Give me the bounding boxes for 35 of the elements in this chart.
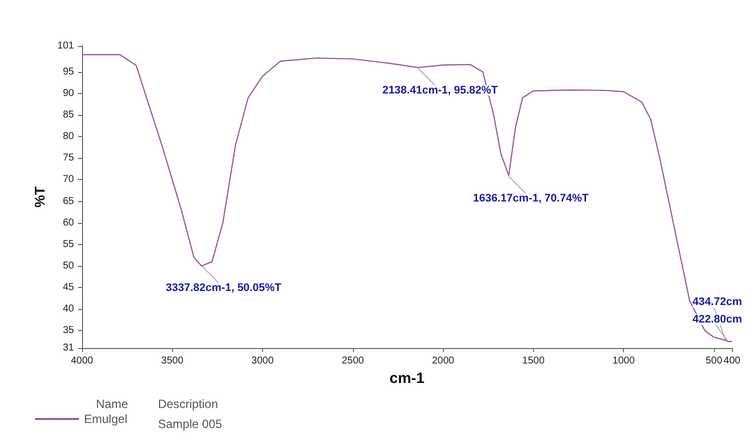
x-tick-label: 400 — [724, 356, 741, 366]
x-tick-label: 2000 — [432, 356, 455, 366]
x-tick-label: 500 — [706, 356, 723, 366]
text: Sample 005 — [158, 417, 222, 431]
y-tick-label: 65 — [62, 196, 74, 207]
y-tick-label: 50 — [62, 260, 74, 272]
y-tick-label: 95 — [62, 66, 74, 78]
text: Name — [96, 397, 128, 411]
y-tick-label: 85 — [62, 110, 74, 121]
annotation: 3337.82cm-1, 50.05%T — [166, 282, 282, 294]
annotation: 1636.17cm-1, 70.74%T — [473, 192, 589, 205]
x-tick-label: 2500 — [342, 356, 364, 366]
x-axis-title: cm-1 — [389, 370, 425, 387]
y-tick-label: 40 — [62, 304, 74, 315]
y-tick-label: 35 — [62, 325, 74, 336]
y-tick-label: 80 — [62, 131, 74, 142]
x-tick-label: 1000 — [612, 356, 636, 366]
y-tick-label: 60 — [62, 217, 74, 228]
x-tick-label: 3000 — [251, 356, 274, 366]
annotation: 2138.41cm-1, 95.82%T — [382, 84, 498, 96]
y-axis-title: %T — [31, 186, 48, 208]
x-tick-label: 1500 — [522, 356, 545, 366]
y-tick-label: 101 — [57, 40, 74, 52]
x-tick-label: 4000 — [70, 356, 94, 366]
annotation: 422.80cm — [692, 314, 742, 326]
text: Description — [158, 397, 218, 411]
y-tick-label: 75 — [62, 152, 74, 164]
y-tick-label: 31 — [62, 342, 74, 354]
legend-label: Emulgel — [84, 412, 128, 426]
y-tick-label: 90 — [62, 88, 74, 99]
y-tick-label: 55 — [62, 238, 74, 250]
y-tick-label: 45 — [62, 282, 74, 294]
y-tick-label: 70 — [62, 174, 74, 186]
x-tick-label: 3500 — [161, 356, 184, 366]
annotation: 434.72cm — [692, 296, 742, 308]
